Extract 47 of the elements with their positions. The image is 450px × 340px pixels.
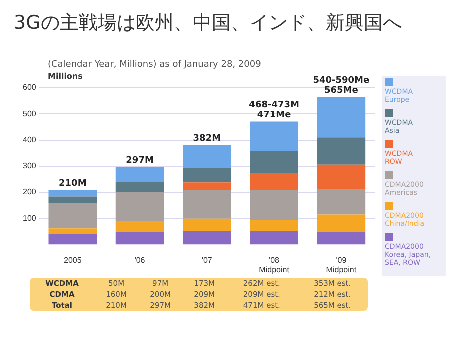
bar xyxy=(116,182,164,193)
bar xyxy=(317,214,366,232)
bar xyxy=(317,138,366,165)
x-tick-label: 2005 xyxy=(64,256,82,265)
bar xyxy=(317,97,366,138)
bar xyxy=(317,189,366,215)
bar xyxy=(317,164,366,190)
bar xyxy=(48,234,98,245)
bar xyxy=(250,173,298,190)
y-tick-label: 500 xyxy=(22,109,37,118)
total-label: 540-590Me 565Me xyxy=(313,76,370,96)
bar xyxy=(116,221,164,232)
total-label: 382M xyxy=(193,134,222,144)
chart-title: 3Gの主戦場は欧州、中国、インド、新興国へ xyxy=(14,11,402,36)
y-tick-label: 600 xyxy=(22,83,37,92)
bar xyxy=(250,151,298,174)
bar xyxy=(250,230,298,245)
x-tick-label: '06 xyxy=(134,256,146,265)
bar xyxy=(183,144,232,168)
total-label: 210M xyxy=(59,179,87,190)
total-label: 297M xyxy=(126,156,154,166)
y-axis-title: Millions xyxy=(48,72,83,81)
x-tick-label: '09 Midpoint xyxy=(326,256,358,274)
bar xyxy=(183,168,232,183)
bar xyxy=(317,232,366,245)
bar xyxy=(116,192,164,222)
bar xyxy=(48,228,98,234)
bar xyxy=(48,190,98,197)
x-tick-label: '07 xyxy=(202,256,213,265)
chart-subtitle: (Calendar Year, Millions) as of January 28, 2009 xyxy=(48,60,262,70)
bar xyxy=(183,182,232,190)
bar xyxy=(48,203,98,229)
bar xyxy=(183,230,232,245)
bar xyxy=(116,167,164,182)
y-tick-label: 100 xyxy=(22,214,37,223)
total-label: 468-473M 471Me xyxy=(249,100,300,121)
bar xyxy=(183,190,232,219)
y-tick-label: 400 xyxy=(22,135,37,144)
bar xyxy=(250,190,298,220)
bar xyxy=(250,220,298,231)
x-tick-label: '08 Midpoint xyxy=(259,256,290,274)
bar xyxy=(183,218,232,231)
y-tick-label: 200 xyxy=(22,188,37,197)
y-tick-label: 300 xyxy=(22,162,37,171)
bar xyxy=(48,196,98,204)
bar xyxy=(250,122,298,152)
bar xyxy=(116,232,164,245)
